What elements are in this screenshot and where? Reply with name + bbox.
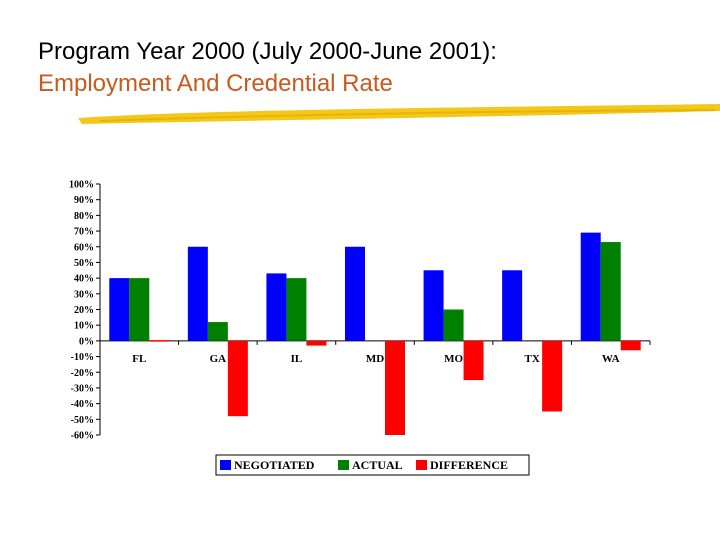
bar-chart: 100% 90% 80% 70% 60% 50% 40% 30% 20% 10% 0% -10% -20…: [69, 180, 651, 442]
y-tick-label: 10%: [74, 321, 94, 332]
bar-difference-tx: [542, 340, 563, 412]
bar-difference-md: [385, 340, 405, 435]
y-tick-label: 90%: [74, 195, 94, 206]
y-tick-label: 30%: [74, 289, 94, 300]
x-tick-label: WA: [602, 353, 620, 365]
bar-actual-ga: [207, 322, 228, 341]
legend-label-difference: DIFFERENCE: [430, 458, 508, 472]
x-tick-label: IL: [291, 353, 303, 365]
bar-negotiated-wa: [580, 232, 601, 341]
bar-negotiated-il: [266, 273, 287, 341]
y-tick-label: 40%: [74, 274, 94, 285]
x-tick-label: FL: [132, 353, 146, 365]
chart-legend: NEGOTIATED ACTUAL DIFFERENCE: [215, 454, 530, 476]
y-tick-label: 0%: [79, 336, 94, 347]
y-tick-label: 100%: [69, 180, 94, 191]
y-tick-label: 80%: [74, 211, 94, 222]
bar-actual-fl: [129, 278, 150, 341]
legend-swatch-negotiated: [220, 460, 231, 470]
bar-difference-il: [306, 340, 327, 346]
y-tick-label: -50%: [71, 415, 94, 426]
legend-label-negotiated: NEGOTIATED: [234, 458, 315, 472]
y-tick-label: 60%: [74, 242, 94, 253]
bar-negotiated-mo: [423, 270, 444, 341]
bar-negotiated-tx: [502, 270, 523, 341]
bar-difference-fl: [149, 340, 170, 342]
bar-difference-ga: [227, 340, 248, 417]
y-tick-label: 20%: [74, 305, 94, 316]
legend-swatch-difference: [416, 460, 427, 470]
legend-swatch-actual: [338, 460, 349, 470]
bar-difference-mo: [463, 340, 484, 381]
bar-actual-il: [286, 278, 307, 341]
bar-negotiated-ga: [187, 246, 208, 341]
y-tick-label: -10%: [71, 352, 94, 363]
title-line-1: Program Year 2000 (July 2000-June 2001):: [38, 38, 497, 65]
bar-negotiated-fl: [109, 278, 130, 341]
x-tick-label: GA: [210, 353, 227, 365]
title-underline-brush-stroke: [99, 109, 716, 122]
y-tick-label: -40%: [71, 399, 94, 410]
y-tick-label: -20%: [71, 368, 94, 379]
y-tick-label: -30%: [71, 383, 94, 394]
legend-box: [215, 454, 530, 476]
y-tick-label: 50%: [74, 258, 94, 269]
x-tick-label: TX: [525, 353, 540, 365]
bar-actual-mo: [443, 309, 464, 341]
slide-title: Program Year 2000 (July 2000-June 2001):…: [38, 36, 497, 100]
bar-actual-wa: [600, 242, 621, 341]
y-tick-label: -60%: [71, 431, 94, 442]
bar-negotiated-md: [345, 246, 365, 341]
title-line-2: Employment And Credential Rate: [38, 70, 393, 97]
x-tick-label: MD: [366, 353, 384, 365]
y-tick-label: 70%: [74, 227, 94, 238]
x-tick-label: MO: [444, 353, 463, 365]
legend-label-actual: ACTUAL: [352, 458, 403, 472]
bar-difference-wa: [620, 340, 641, 351]
